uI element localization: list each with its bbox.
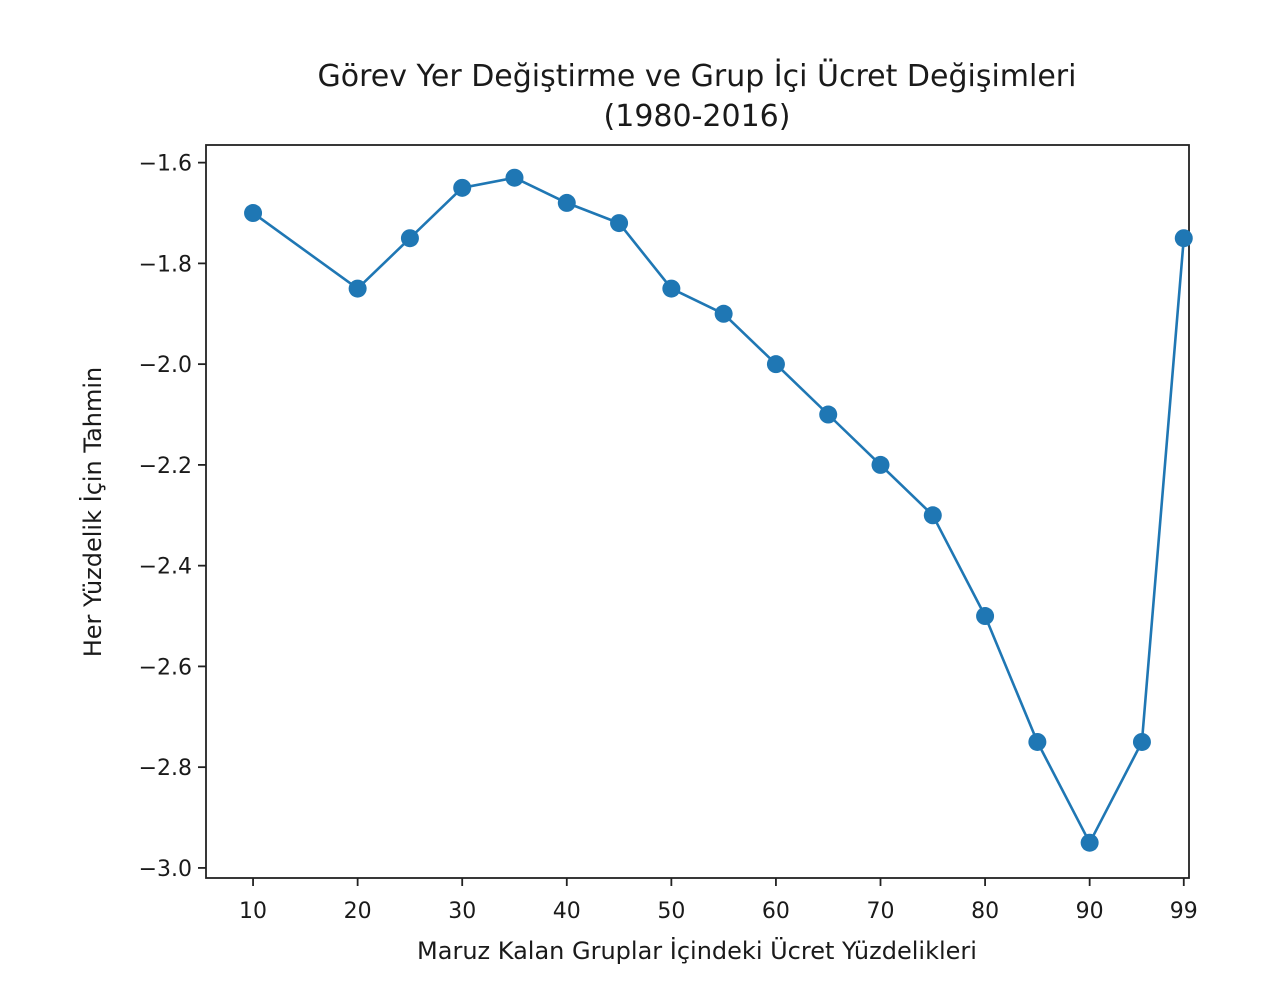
x-axis-label: Maruz Kalan Gruplar İçindeki Ücret Yüzde… xyxy=(417,936,977,965)
x-tick-label: 10 xyxy=(239,899,267,924)
y-tick-label: −2.4 xyxy=(139,555,192,580)
y-tick-label: −1.8 xyxy=(139,252,192,277)
y-axis-label: Her Yüzdelik İçin Tahmin xyxy=(78,367,107,658)
y-tick-label: −2.0 xyxy=(139,353,192,378)
x-tick-label: 30 xyxy=(448,899,476,924)
data-point xyxy=(400,229,419,248)
x-tick-label: 50 xyxy=(657,899,685,924)
x-tick-label: 20 xyxy=(344,899,372,924)
data-point xyxy=(871,455,890,474)
data-point xyxy=(976,607,995,626)
y-tick-label: −1.6 xyxy=(139,152,192,177)
data-point xyxy=(557,193,576,212)
x-axis: 10 20 30 40 50 60 70 80 90 99 xyxy=(239,878,1198,924)
data-point xyxy=(610,214,629,233)
data-point xyxy=(244,204,263,223)
x-tick-label: 99 xyxy=(1170,899,1198,924)
series-layer xyxy=(244,168,1193,852)
y-tick-label: −2.6 xyxy=(139,655,192,680)
data-point xyxy=(505,168,524,187)
data-point xyxy=(662,279,681,298)
plot-area-frame xyxy=(205,144,1190,879)
x-tick-label: 90 xyxy=(1076,899,1104,924)
y-tick-label: −2.2 xyxy=(139,454,192,479)
x-tick-label: 80 xyxy=(971,899,999,924)
data-point xyxy=(453,178,472,197)
x-tick-label: 60 xyxy=(762,899,790,924)
data-point xyxy=(923,506,942,525)
y-tick-label: −2.8 xyxy=(139,756,192,781)
y-tick-label: −3.0 xyxy=(139,857,192,882)
data-point xyxy=(714,304,733,323)
data-point xyxy=(819,405,838,424)
data-point xyxy=(766,355,785,374)
chart-subtitle: (1980-2016) xyxy=(604,99,791,134)
data-point xyxy=(1028,732,1047,751)
data-point xyxy=(348,279,367,298)
data-point xyxy=(1132,732,1151,751)
chart-title: Görev Yer Değiştirme ve Grup İçi Ücret D… xyxy=(318,58,1077,94)
x-tick-label: 40 xyxy=(553,899,581,924)
y-axis: −1.6 −1.8 −2.0 −2.2 −2.4 −2.6 −2.8 −3.0 xyxy=(139,152,206,882)
data-point xyxy=(1080,833,1099,852)
series-line xyxy=(252,176,1186,845)
x-tick-label: 70 xyxy=(867,899,895,924)
data-point xyxy=(1174,229,1193,248)
